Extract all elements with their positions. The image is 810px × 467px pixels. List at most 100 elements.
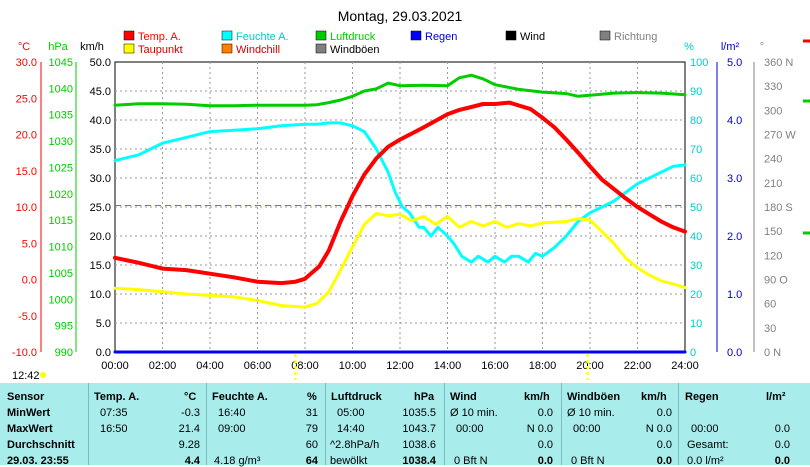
pressure-forecast: bewölkt [330,455,368,467]
pressure-max-time: 14:40 [337,423,365,435]
sun-dot-icon [40,372,46,378]
humidity-unit: % [307,391,317,403]
y-tick-label-wind: 15.0 [90,260,111,272]
y-tick-label-humidity: 40 [690,231,702,243]
legend-label: Windchill [236,44,280,56]
summary-header-sensor: Sensor [7,391,45,403]
y-tick-label-direction: 210 [764,178,782,190]
x-tick-label: 04:00 [196,360,224,372]
y-tick-label-wind: 30.0 [90,173,111,185]
y-tick-label-direction: 90 O [764,275,788,287]
y-tick-label-temp: 5.0 [22,238,37,250]
gust-max-value: N 0.0 [645,423,672,435]
x-tick-label: 18:00 [529,360,557,372]
chart-title: Montag, 29.03.2021 [338,8,463,24]
legend-label: Luftdruck [330,31,376,43]
y-axis-unit-direction: ° [760,41,764,53]
x-tick-label: 00:00 [101,360,129,372]
rain-header: Regen [685,391,719,403]
grid [115,62,685,352]
legend-label: Wind [520,31,545,43]
legend-swatch [123,30,135,41]
series-layer [113,73,687,380]
y-axis-unit-humidity: % [684,41,694,53]
summary-row-label: MinWert [7,407,51,419]
y-tick-label-direction: 270 W [764,130,796,142]
wind-min-label: Ø 10 min. [450,407,498,419]
y-tick-label-wind: 25.0 [90,202,111,214]
y-tick-label-pressure: 1040 [49,83,73,95]
humidity-max-time: 09:00 [218,423,246,435]
wind-bft: 0 Bft N [454,455,488,467]
right-legend-lines [803,39,810,235]
gust-max-time: 00:00 [573,423,601,435]
y-tick-label-direction: 60 [764,299,776,311]
pressure-current-value: 1038.4 [402,455,436,467]
y-tick-label-pressure: 1030 [49,136,73,148]
humidity-min-time: 16:40 [218,407,246,419]
humidity-avg-value: 60 [305,439,318,451]
x-tick-label: 08:00 [291,360,319,372]
y-tick-label-direction: 120 [764,250,782,262]
y-tick-label-humidity: 50 [690,202,702,214]
y-tick-label-pressure: 1015 [49,215,73,227]
y-tick-label-rain: 1.0 [727,289,742,301]
y-tick-label-rain: 4.0 [727,115,742,127]
rain-max-time: 00:00 [691,423,719,435]
y-axis-unit-temp: °C [18,41,30,53]
wind-max-time: 00:00 [456,423,484,435]
temp-max-time: 16:50 [100,423,128,435]
clock-time: 12:42 [12,370,40,382]
series-line-luftdruck [113,73,687,108]
y-tick-label-temp: 30.0 [16,57,37,69]
y-tick-label-wind: 45.0 [90,86,111,98]
y-tick-label-direction: 0 N [764,347,781,359]
y-tick-label-humidity: 0 [690,347,696,359]
y-tick-label-direction: 330 [764,81,782,93]
y-tick-label-humidity: 30 [690,260,702,272]
legend: Temp. A. Feuchte A. Luftdruck Regen Wind Rich… [123,30,657,56]
y-tick-label-humidity: 60 [690,173,702,185]
x-tick-label: 06:00 [244,360,272,372]
y-axis-unit-wind: km/h [80,41,104,53]
x-tick-label: 02:00 [149,360,177,372]
y-tick-label-humidity: 10 [690,318,702,330]
legend-swatch [315,43,327,54]
y-tick-label-direction: 30 [764,323,776,335]
gust-min-value: 0.0 [656,407,672,419]
pressure-min-value: 1035.5 [402,407,436,419]
y-tick-label-wind: 50.0 [90,57,111,69]
series-line-temp-a- [113,100,687,286]
rain-total-label: Gesamt: [687,439,729,451]
temp-header: Temp. A. [94,391,140,403]
rain-total-value: 0.0 [774,439,790,451]
axes: 30.0 25.0 20.0 15.0 10.0 5.0 0.0 -5.0 -10.0 1045 1… [12,57,796,372]
gust-header: Windböen [567,391,621,403]
legend-swatch [505,30,517,41]
humidity-abs-value: 4.18 g/m³ [214,455,261,467]
wind-header: Wind [450,391,477,403]
gust-current-value: 0.0 [656,455,672,467]
temp-min-time: 07:35 [100,407,128,419]
legend-swatch [410,30,422,41]
y-tick-label-wind: 0.0 [96,347,111,359]
rain-current-value: 0.0 [774,455,790,467]
x-tick-label: 12:00 [386,360,414,372]
y-tick-label-direction: 150 [764,226,782,238]
legend-label: Taupunkt [138,44,183,56]
gust-avg-value: 0.0 [656,439,672,451]
gust-min-label: Ø 10 min. [567,407,615,419]
y-tick-label-temp: 15.0 [16,166,37,178]
x-tick-label: 16:00 [481,360,509,372]
y-tick-label-pressure: 1035 [49,110,73,122]
y-tick-label-wind: 35.0 [90,144,111,156]
gust-bft: 0 Bft N [571,455,605,467]
pressure-header: Luftdruck [331,391,382,403]
summary-table: Sensor MinWert MaxWert Durchschnitt 29.0… [0,383,810,467]
y-tick-label-pressure: 1010 [49,242,73,254]
legend-swatch [315,30,327,41]
series-line-taupunkt [113,212,687,309]
temp-min-value: -0.3 [181,407,200,419]
legend-label: Richtung [614,31,657,43]
